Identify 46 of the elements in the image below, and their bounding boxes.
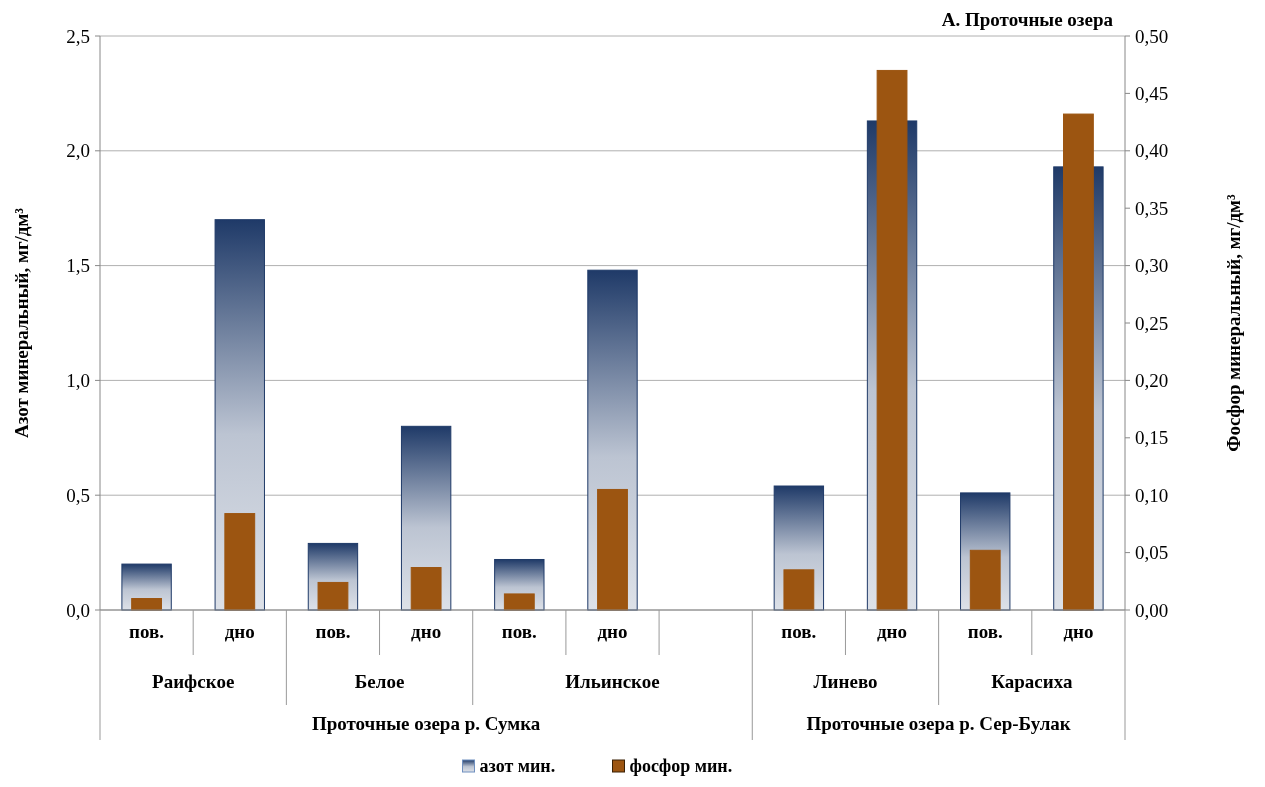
x-tick-label: дно [597, 621, 628, 642]
x-tick-label: дно [1063, 621, 1094, 642]
y-tick-label: 1,5 [66, 255, 90, 277]
x-tick-label: пов. [315, 621, 351, 642]
x-tick-label: пов. [501, 621, 537, 642]
y2-tick-label: 0,45 [1135, 83, 1169, 105]
x-tick-label: дно [411, 621, 442, 642]
text: Проточные озера р. Сумка [311, 713, 541, 734]
y2-tick-label: 0,40 [1135, 140, 1169, 162]
y2-tick-label: 0,10 [1135, 484, 1169, 506]
x-tick-label: пов. [781, 621, 817, 642]
x-tick-label: дно [224, 621, 255, 642]
y2-axis-title: Фосфор минеральный, мг/дм³ [1223, 193, 1244, 452]
text: Проточные озера р. Сер-Булак [806, 713, 1071, 734]
chart-title: А. Проточные озера [941, 9, 1114, 30]
bar [410, 567, 442, 611]
legend-label: азот мин. [479, 756, 556, 776]
x-tick-label: пов. [129, 621, 165, 642]
bar [783, 569, 815, 611]
y2-tick-label: 0,25 [1135, 312, 1169, 334]
x-tick-label: дно [877, 621, 908, 642]
y2-tick-label: 0,05 [1135, 542, 1169, 564]
text: Раифское [152, 671, 235, 692]
y-tick-label: 0,0 [66, 599, 90, 621]
y2-tick-label: 0,00 [1135, 599, 1169, 621]
y2-tick-label: 0,35 [1135, 197, 1169, 219]
bar [224, 513, 256, 611]
legend-label: фосфор мин. [629, 756, 733, 776]
text: Ильинское [565, 671, 660, 692]
y2-tick-label: 0,30 [1135, 255, 1169, 277]
x-tick-label: пов. [967, 621, 1003, 642]
y-tick-label: 1,0 [66, 370, 90, 392]
y2-tick-label: 0,20 [1135, 370, 1169, 392]
text: Карасиха [991, 671, 1073, 692]
y2-tick-label: 0,15 [1135, 427, 1169, 449]
y-tick-label: 0,5 [66, 484, 90, 506]
bar [317, 581, 349, 611]
bar [597, 488, 628, 611]
text: Белое [354, 671, 405, 692]
bar [969, 549, 1001, 611]
y2-tick-label: 0,50 [1135, 25, 1169, 47]
text: Линево [813, 671, 878, 692]
y-tick-label: 2,0 [66, 140, 90, 162]
bar [503, 593, 535, 611]
y-axis-title: Азот минеральный, мг/дм³ [11, 207, 32, 439]
y-tick-label: 2,5 [66, 25, 90, 47]
